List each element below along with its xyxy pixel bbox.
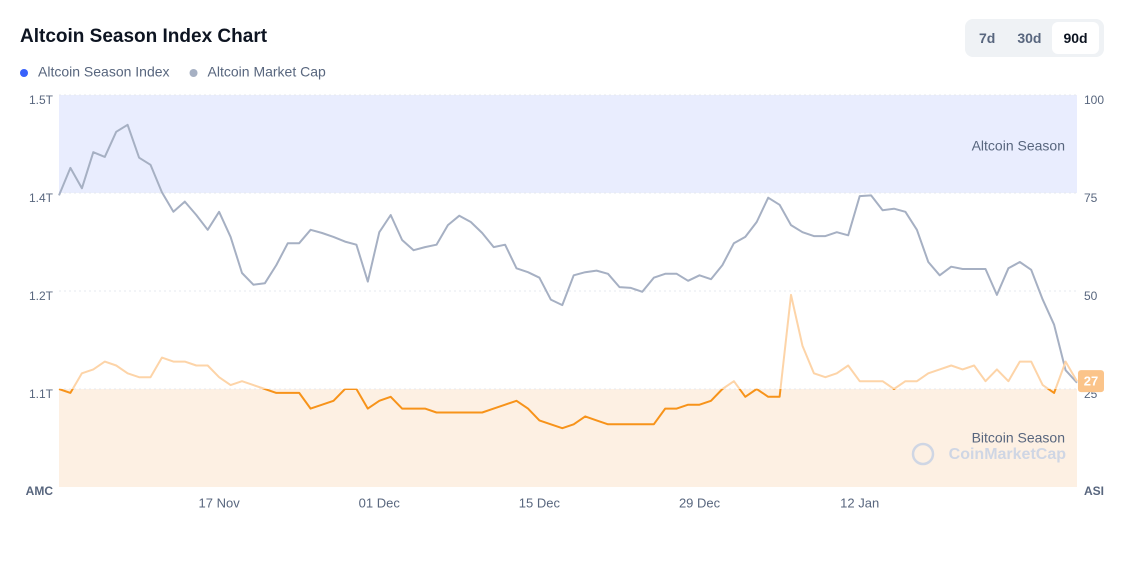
legend-label: Altcoin Market Cap bbox=[208, 64, 326, 80]
range-button[interactable]: 30d bbox=[1017, 30, 1042, 46]
x-tick-label: 01 Dec bbox=[359, 495, 401, 510]
value-badge-label: 27 bbox=[1084, 374, 1098, 389]
band-label: Altcoin Season bbox=[972, 138, 1065, 154]
legend-marker bbox=[189, 69, 198, 77]
range-button[interactable]: 7d bbox=[979, 30, 996, 46]
band-label: Bitcoin Season bbox=[972, 430, 1065, 446]
range-button[interactable]: 90d bbox=[1052, 22, 1099, 54]
y-tick-label: 1.1T bbox=[29, 387, 54, 401]
y-tick-label: 1.2T bbox=[29, 289, 54, 303]
y2-tick-label: 50 bbox=[1084, 289, 1098, 303]
x-tick-label: 15 Dec bbox=[519, 495, 561, 510]
chart-title: Altcoin Season Index Chart bbox=[20, 26, 268, 47]
range-selector: 7d 30d 90d bbox=[965, 19, 1104, 57]
y-tick-label: 1.4T bbox=[29, 191, 54, 205]
y2-axis-title: ASI bbox=[1084, 484, 1104, 498]
y2-tick-label: 75 bbox=[1084, 191, 1098, 205]
watermark-logo bbox=[911, 442, 935, 466]
x-tick-label: 12 Jan bbox=[840, 495, 879, 510]
legend-marker bbox=[20, 69, 28, 77]
band bbox=[59, 389, 1077, 487]
y-axis-title: AMC bbox=[26, 484, 54, 498]
y-tick-label: 1.5T bbox=[29, 93, 54, 107]
y2-tick-label: 100 bbox=[1084, 93, 1104, 107]
watermark: CoinMarketCap bbox=[949, 446, 1067, 463]
band bbox=[59, 95, 1077, 193]
series-line bbox=[58, 123, 1078, 384]
x-tick-label: 17 Nov bbox=[199, 495, 241, 510]
series-line bbox=[58, 293, 1078, 430]
x-tick-label: 29 Dec bbox=[679, 495, 721, 510]
legend-label: Altcoin Season Index bbox=[38, 64, 170, 80]
value-badge bbox=[1078, 370, 1104, 393]
